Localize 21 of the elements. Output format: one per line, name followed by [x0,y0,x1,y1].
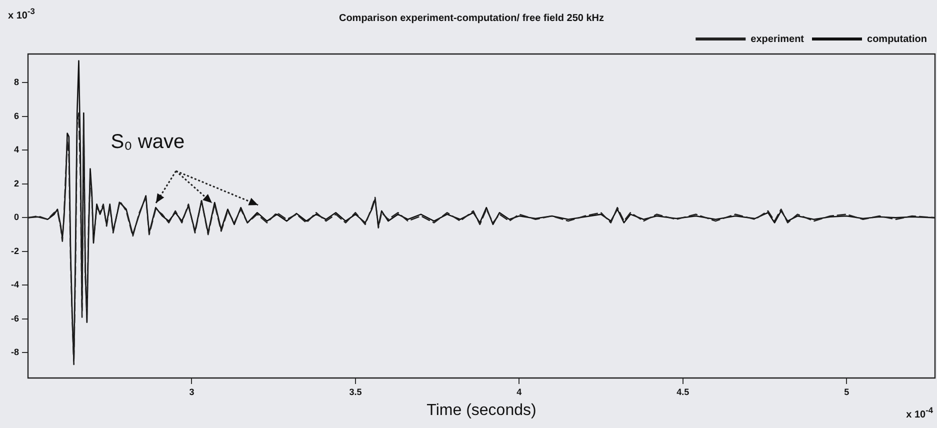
x-axis-title: Time (seconds) [426,402,536,419]
y-tick-label: -8 [10,347,19,358]
y-tick-label: -4 [10,280,19,290]
chart-title: Comparison experiment-computation/ free field 250 kHz [338,12,604,24]
y-tick-label: 2 [14,178,19,188]
x-tick-label: 4.5 [676,386,690,397]
text: x 10$^{-3}$ [8,6,35,22]
legend-label: experiment [750,34,805,45]
y-tick-label: 8 [14,77,19,88]
x-tick-label: 3.5 [349,386,362,397]
y-tick-label: 6 [14,110,19,121]
text: x 10$^{-4}$ [906,404,933,420]
y-tick-label: -6 [10,313,19,324]
legend-label: computation [867,34,928,45]
annotation: S₀ wave [110,130,185,154]
x-tick-label: 5 [844,386,850,397]
y-tick-label: 0 [14,212,19,222]
x-tick-label: 4 [516,386,522,397]
y-tick-label: 4 [14,144,19,155]
y-tick-label: -2 [10,246,19,256]
x-tick-label: 3 [189,386,194,397]
